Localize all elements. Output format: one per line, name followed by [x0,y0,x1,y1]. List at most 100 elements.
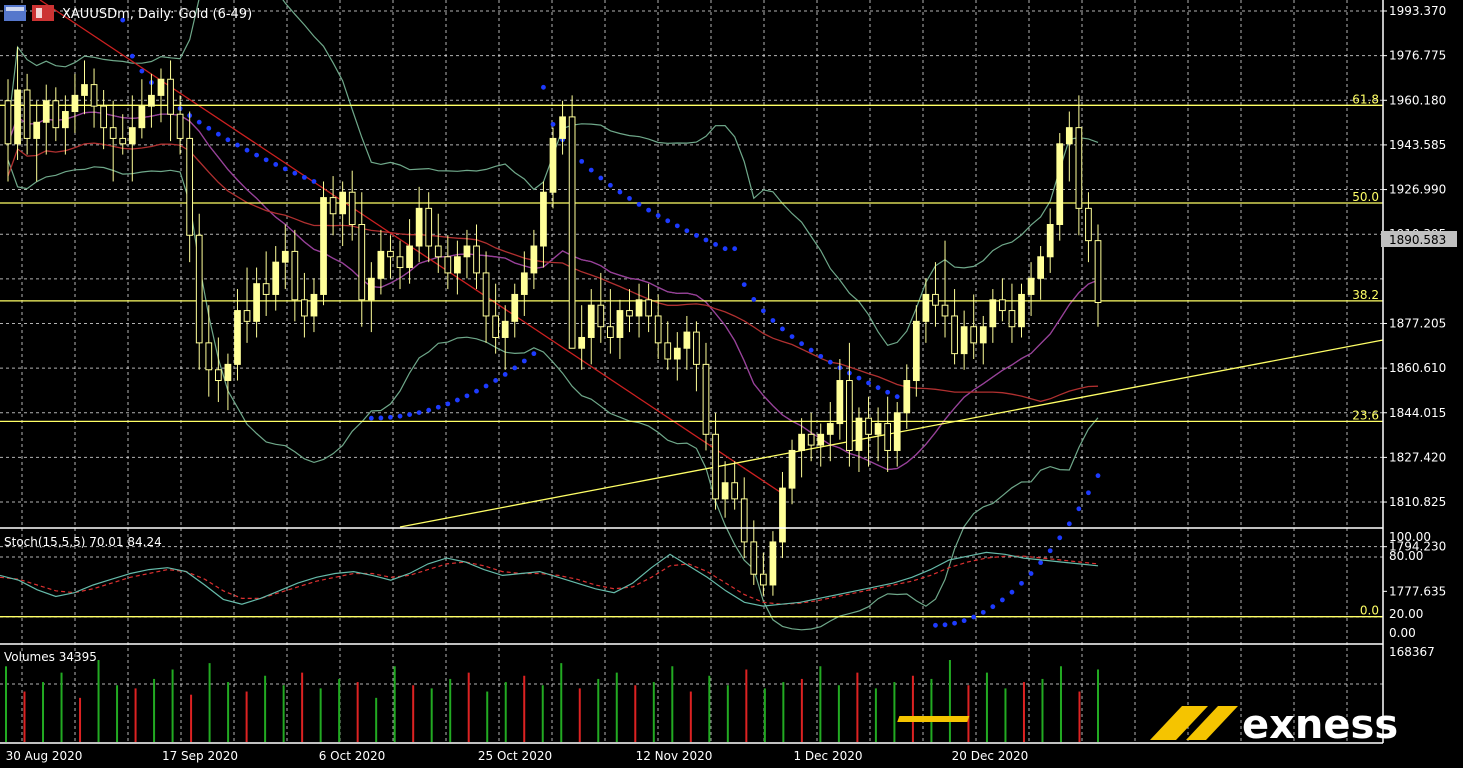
candle-bear [731,482,739,500]
sar-dot [388,414,393,420]
sar-dot [206,125,212,131]
candle-bear [759,573,767,586]
sar-dot [1047,548,1053,554]
time-label: 25 Oct 2020 [478,749,552,763]
candle-bear [167,78,174,115]
candle-bear [597,304,605,328]
candle-bear [941,304,949,317]
sar-dot [1095,473,1101,479]
time-axis-labels: 30 Aug 2020 17 Sep 2020 6 Oct 2020 25 Oct 2… [6,749,1029,763]
candle-bear [999,299,1006,312]
candle-bull [779,487,786,543]
sar-dot [235,142,240,148]
price-tick-label: 1960.180 [1389,93,1446,107]
stoch-tick-label: 20.00 [1389,607,1423,621]
price-tick-label: 1844.015 [1389,406,1446,420]
fib-level-label: 23.6 [1352,408,1379,422]
stoch-axis-ticks: 100.00 80.00 20.00 0.00 [1389,530,1431,640]
candle-bear [473,245,480,274]
candle-bull [367,277,375,301]
stochastic-lines [0,551,1099,607]
candle-bear [301,299,308,317]
time-label: 1 Dec 2020 [793,749,862,763]
logo-mark-right [1186,706,1238,740]
candle-bear [607,326,614,338]
candle-bear [626,310,633,317]
sar-dot [588,167,594,173]
candle-bull [578,336,586,349]
candle-bear [712,433,719,500]
candle-bull [42,100,50,123]
sar-dot [579,158,585,164]
candle-bear [702,363,710,435]
candle-bear [243,310,251,322]
candle-bull [683,331,691,349]
parabolic-sar [120,17,1101,628]
candle-bear [100,105,107,129]
sar-dot [952,620,957,626]
symbol-icon[interactable] [32,5,54,21]
candle-bear [932,293,939,306]
fibonacci-levels: 61.8 50.0 38.2 23.6 0.0 [0,92,1383,618]
candles [4,46,1102,596]
candle-bull [463,245,471,258]
candle-bear [693,331,700,365]
time-label: 12 Nov 2020 [636,749,713,763]
candle-bull [635,299,643,317]
candle-bull [33,121,41,139]
candle-bear [90,84,98,107]
candle-bear [109,127,117,139]
sar-dot [531,351,537,357]
candle-bear [205,342,213,371]
volume-max-label: 168367 [1389,645,1435,659]
price-axis-ticks: 1993.370 1976.775 1960.180 1943.585 1926.990… [1383,4,1446,598]
sar-dot [741,282,747,287]
candle-bear [214,369,222,382]
sar-dot [1028,571,1034,576]
candle-bull [71,94,79,113]
symbol-icon-detail [36,8,42,18]
candle-bull [1056,143,1064,226]
chart-title: XAUUSDm, Daily: Gold (6-49) [62,7,252,22]
candle-bear [1085,207,1092,242]
sar-dot [254,152,259,158]
time-label: 20 Dec 2020 [952,749,1029,763]
candle-bull [836,380,844,425]
candle-bull [989,299,997,328]
sar-dot [454,397,460,403]
price-tick-label: 1877.205 [1389,316,1446,330]
candle-bear [884,423,892,451]
sar-dot [875,385,881,391]
candle-bear [262,283,270,295]
candle-bear [387,250,394,258]
candle-bull [454,256,461,274]
sar-dot [961,618,967,624]
stoch-tick-label: 100.00 [1389,530,1431,544]
candle-bull [540,191,547,247]
candle-bear [396,256,404,269]
candle-bull [673,347,681,360]
sar-dot [866,380,871,386]
candle-bull [549,137,557,193]
candle-bull [520,272,528,295]
candle-bull [530,245,538,274]
sar-dot [464,393,470,399]
candle-bull [81,84,88,96]
candle-bull [1018,293,1025,328]
candle-bear [645,299,652,317]
candle-bear [4,100,12,145]
sar-dot [512,365,518,371]
sar-dot [416,410,422,415]
sar-dot [196,119,202,125]
sar-dot [636,202,642,207]
candle-bear [1094,240,1102,304]
candle-bear [52,100,60,129]
yellow-uptrend-line [399,339,1384,528]
candle-bear [807,433,815,446]
candle-bull [253,283,260,322]
sar-dot [502,371,508,377]
candle-bull [224,363,232,382]
sar-dot [799,341,804,347]
sar-dot [407,412,412,418]
